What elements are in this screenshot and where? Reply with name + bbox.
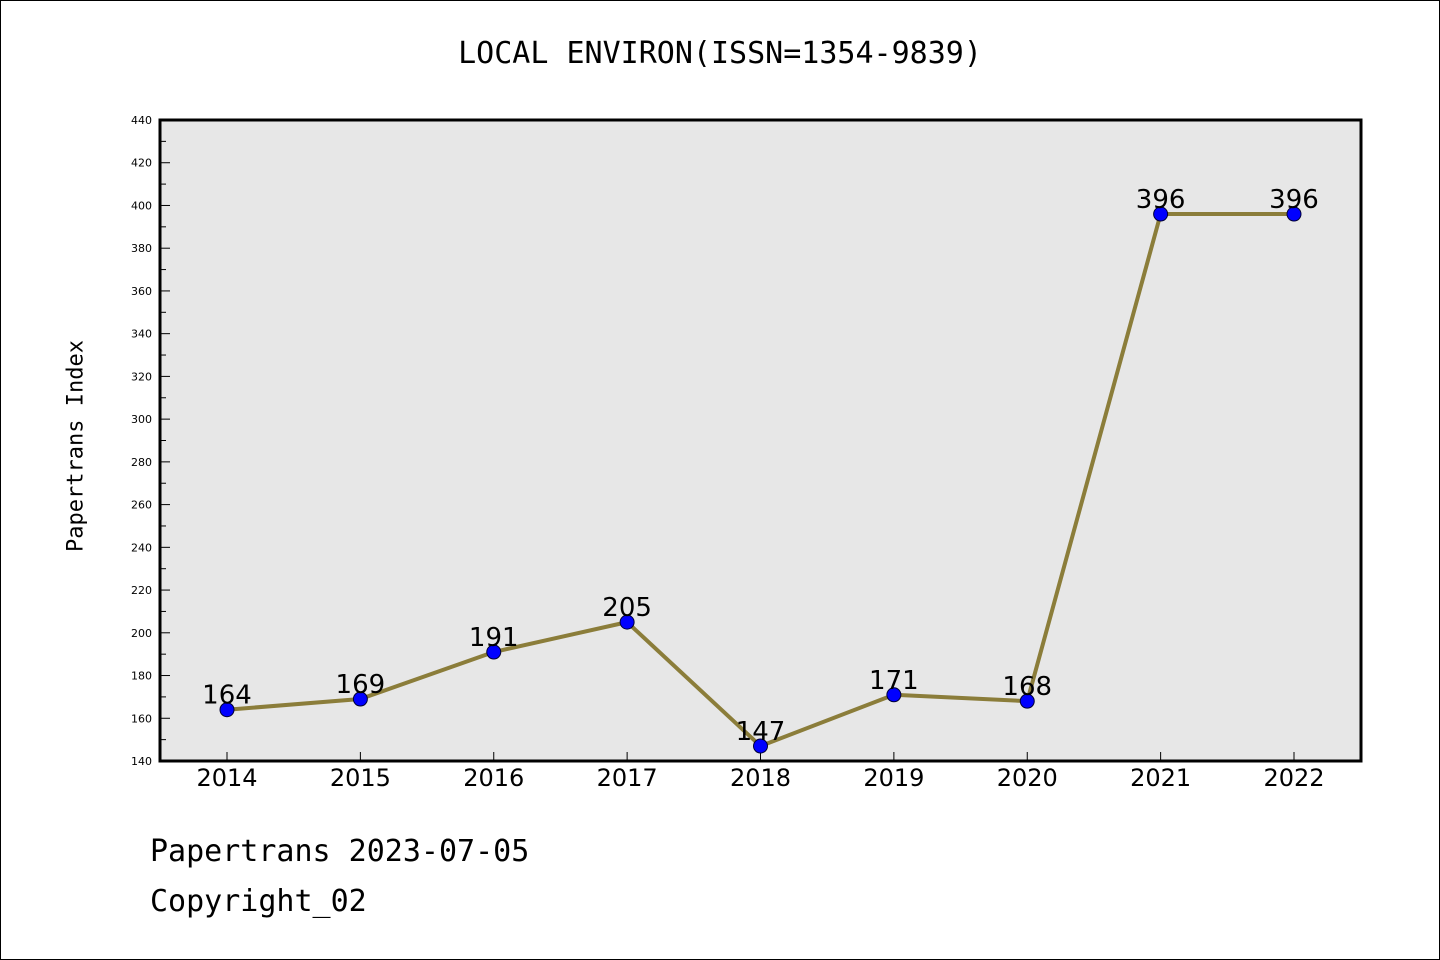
data-point [1286,206,1302,222]
data-label: 171 [869,666,919,696]
data-label: 169 [336,670,386,700]
x-tick-label: 2017 [597,764,658,792]
y-tick-label: 240 [131,541,152,554]
x-tick-label: 2021 [1130,764,1191,792]
data-point [886,687,902,703]
data-label: 164 [202,681,252,711]
x-tick-label: 2022 [1263,764,1324,792]
data-label: 168 [1002,672,1052,702]
y-tick-label: 260 [131,499,152,512]
y-tick-label: 160 [131,712,152,725]
y-tick-label: 380 [131,242,152,255]
data-label: 191 [469,623,519,653]
y-tick-label: 180 [131,670,152,683]
data-point [753,738,768,754]
data-point [352,691,368,707]
y-tick-label: 440 [131,114,152,127]
data-point [219,702,235,718]
x-tick-label: 2019 [863,764,924,792]
data-label: 396 [1269,185,1319,215]
y-tick-label: 300 [131,413,152,426]
x-tick-label: 2016 [463,764,524,792]
plot-area [160,120,1361,761]
y-tick-label: 360 [131,285,152,298]
data-point [1019,693,1035,709]
x-tick-label: 2015 [330,764,391,792]
plot-border [158,118,1363,763]
y-tick-label: 200 [131,627,152,640]
x-tick-label: 2020 [997,764,1058,792]
chart-title: LOCAL ENVIRON(ISSN=1354-9839) [458,36,982,71]
data-point [486,644,502,660]
footer-date: Papertrans 2023-07-05 [150,834,530,869]
data-label: 396 [1136,185,1186,215]
x-tick-label: 2018 [730,764,791,792]
y-tick-label: 420 [131,157,152,170]
data-point [619,614,635,630]
y-tick-label: 220 [131,584,152,597]
y-tick-label: 140 [131,755,152,768]
footer-copyright: Copyright_02 [150,884,367,919]
y-tick-label: 400 [131,199,152,212]
data-label: 205 [602,593,652,623]
x-tick-label: 2014 [196,764,257,792]
y-tick-label: 340 [131,328,152,341]
data-point [1153,206,1169,222]
data-label: 147 [736,717,786,747]
y-tick-label: 320 [131,370,152,383]
y-tick-label: 280 [131,456,152,469]
